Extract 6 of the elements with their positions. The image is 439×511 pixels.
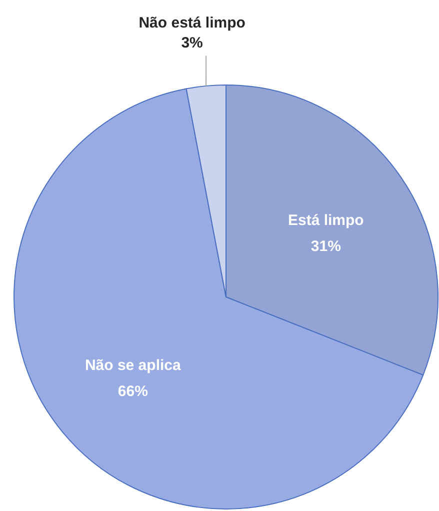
slice-label: Não está limpo: [138, 14, 246, 32]
data-label: 3%: [181, 34, 203, 52]
slice-label: Não se aplica: [84, 357, 182, 374]
slice-label: Está limpo: [288, 212, 364, 230]
data-label: 66%: [118, 383, 148, 400]
data-label: 31%: [310, 238, 341, 256]
